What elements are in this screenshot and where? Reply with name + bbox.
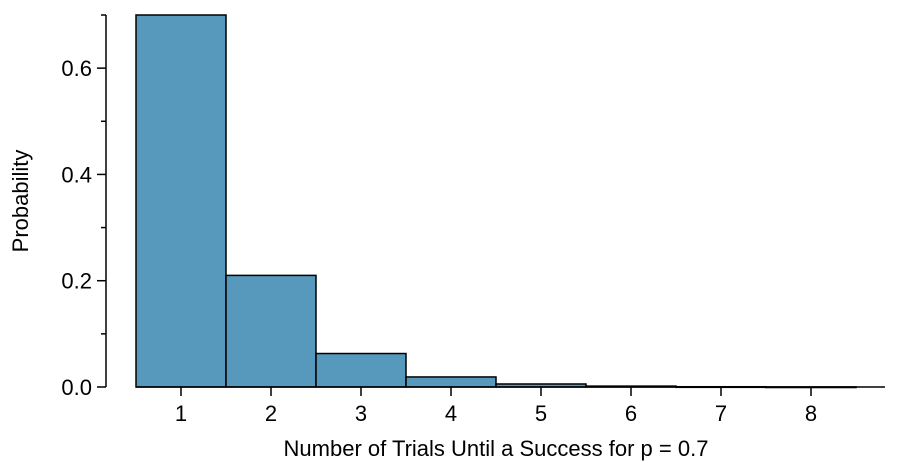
y-axis: 0.0 0.2 0.4 0.6 <box>61 14 107 400</box>
bar-4 <box>405 376 497 388</box>
x-tick-label: 5 <box>535 401 547 426</box>
y-tick-label: 0.0 <box>61 375 92 400</box>
x-tick-label: 1 <box>175 401 187 426</box>
y-tick-label: 0.4 <box>61 162 92 187</box>
x-tick-label: 8 <box>805 401 817 426</box>
x-tick-label: 4 <box>445 401 457 426</box>
bar-3 <box>315 352 407 388</box>
y-tick-label: 0.6 <box>61 56 92 81</box>
bars <box>135 14 857 389</box>
x-tick-label: 7 <box>715 401 727 426</box>
x-tick-label: 6 <box>625 401 637 426</box>
x-tick-label: 3 <box>355 401 367 426</box>
x-axis: 1 2 3 4 5 6 7 8 <box>136 386 885 426</box>
bar-1 <box>135 14 227 388</box>
bar-2 <box>225 274 317 388</box>
x-tick-label: 2 <box>265 401 277 426</box>
x-axis-title: Number of Trials Until a Success for p =… <box>284 436 709 461</box>
y-tick-label: 0.2 <box>61 269 92 294</box>
y-axis-title: Probability <box>8 150 33 253</box>
